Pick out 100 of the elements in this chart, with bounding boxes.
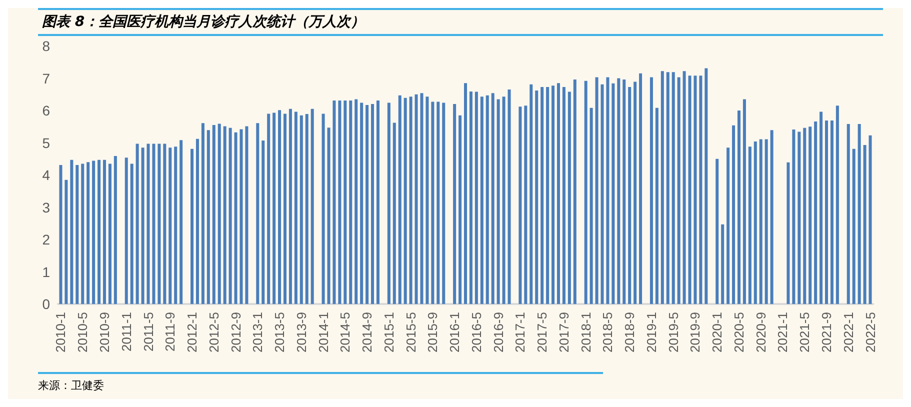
bar — [732, 125, 736, 304]
bar — [682, 71, 686, 304]
y-tick-label: 8 — [42, 38, 50, 54]
bar — [152, 144, 156, 304]
bar — [190, 148, 194, 304]
bar — [595, 77, 598, 304]
x-tick-label: 2019-5 — [666, 312, 681, 352]
bar — [814, 121, 818, 304]
bar — [628, 86, 632, 304]
bar — [398, 95, 402, 304]
bar — [622, 80, 626, 304]
bar — [852, 148, 856, 304]
x-tick-label: 2019-9 — [688, 312, 703, 352]
bar — [573, 80, 576, 304]
bar — [808, 126, 812, 304]
x-tick-label: 2010-1 — [53, 312, 68, 352]
bar — [234, 132, 238, 304]
bar — [81, 164, 84, 304]
bar — [868, 135, 872, 304]
bar — [562, 86, 566, 304]
bar — [792, 130, 796, 304]
bar — [376, 100, 380, 304]
bar — [294, 112, 298, 304]
bar — [442, 102, 446, 304]
bar — [524, 106, 528, 304]
bar — [354, 99, 358, 304]
bar — [486, 95, 489, 304]
x-tick-label: 2013-5 — [272, 312, 288, 352]
bar — [163, 144, 166, 304]
bar — [786, 162, 790, 304]
bar — [420, 93, 424, 304]
bar — [634, 82, 637, 304]
bar — [469, 91, 472, 304]
bar — [704, 68, 708, 304]
bar — [218, 124, 221, 304]
bar — [102, 160, 106, 304]
bar — [650, 77, 653, 304]
bar — [223, 126, 226, 304]
bar — [272, 112, 276, 304]
bar — [798, 132, 801, 304]
bar — [305, 114, 308, 304]
x-tick-label: 2018-9 — [622, 312, 638, 352]
bar — [141, 148, 144, 304]
bar — [267, 114, 270, 304]
bar — [552, 86, 555, 304]
bar — [86, 162, 90, 304]
bar — [464, 83, 468, 304]
x-tick-label: 2017-5 — [534, 312, 550, 352]
bar — [310, 108, 314, 304]
bar — [458, 115, 462, 304]
bar — [130, 164, 134, 304]
x-tick-label: 2020-1 — [710, 312, 725, 352]
bar — [556, 83, 560, 304]
x-tick-label: 2018-1 — [578, 312, 594, 352]
bar — [108, 164, 112, 304]
bar — [584, 80, 588, 304]
y-tick-label: 7 — [42, 70, 50, 86]
bar — [98, 160, 101, 304]
bar — [371, 104, 374, 304]
x-tick-label: 2018-5 — [600, 312, 616, 352]
bar — [349, 100, 352, 304]
bar — [288, 108, 292, 304]
bar — [409, 96, 412, 304]
bar — [196, 138, 199, 304]
bar — [688, 76, 692, 304]
y-tick-label: 3 — [42, 199, 50, 216]
bar — [518, 106, 522, 304]
x-tick-label: 2016-1 — [447, 312, 462, 352]
bar — [836, 106, 839, 304]
bar — [431, 102, 434, 304]
bar — [278, 110, 282, 304]
bar — [70, 160, 74, 304]
x-tick-label: 2015-1 — [381, 312, 396, 352]
bar — [737, 110, 740, 304]
bar — [672, 72, 675, 304]
bar — [863, 145, 866, 304]
x-tick-label: 2017-1 — [512, 312, 528, 352]
x-tick-label: 2020-5 — [731, 312, 746, 352]
bar — [114, 156, 117, 304]
bar — [92, 160, 96, 304]
bar — [568, 92, 571, 304]
bar — [660, 71, 664, 304]
x-tick-label: 2013-1 — [250, 312, 266, 352]
x-tick-label: 2022-1 — [840, 312, 856, 352]
y-tick-label: 4 — [42, 167, 50, 183]
x-tick-label: 2015-5 — [403, 312, 418, 352]
bar — [666, 72, 670, 304]
bar — [726, 148, 730, 304]
bar — [600, 84, 604, 304]
chart-title: 图表 8：全国医疗机构当月诊疗人次统计（万人次） — [38, 8, 883, 36]
bar — [366, 105, 369, 304]
x-tick-label: 2013-9 — [294, 312, 309, 352]
bar — [754, 141, 757, 304]
bar — [502, 96, 506, 304]
bar — [508, 90, 511, 304]
bar — [201, 123, 204, 304]
bar — [426, 96, 429, 304]
x-tick-label: 2011-5 — [140, 312, 156, 352]
bar — [327, 128, 330, 304]
bar — [858, 124, 861, 304]
